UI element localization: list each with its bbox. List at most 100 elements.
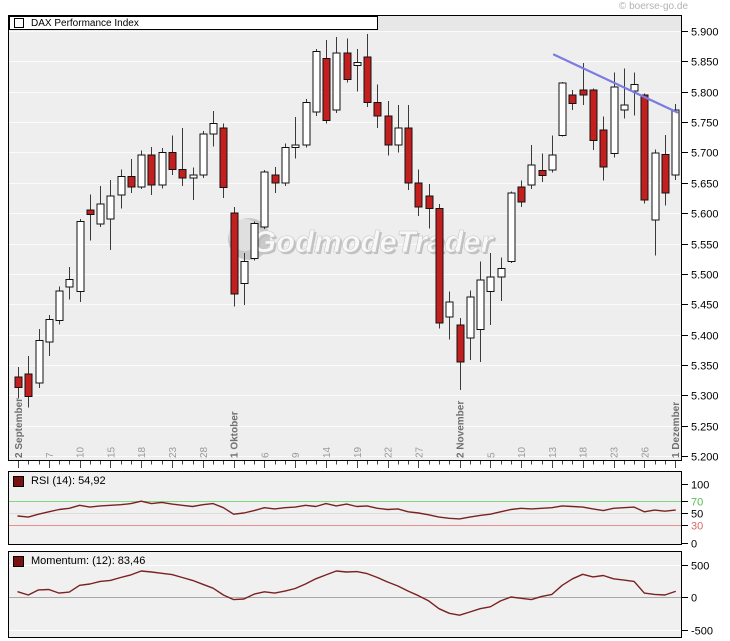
y-axis-label: 5.850 (691, 57, 719, 69)
candle-up (620, 104, 629, 111)
x-tick-label-group: 26 (640, 446, 651, 458)
candle-up (106, 195, 115, 220)
candle-up (466, 296, 475, 339)
y-axis-label: 5.800 (691, 88, 719, 100)
momentum-swatch (13, 555, 24, 567)
candle-down (322, 57, 331, 121)
x-tick-label-group: 15 (106, 446, 117, 458)
x-tick-label-group: 14 (322, 446, 333, 458)
x-tick-label: 14 (322, 446, 333, 458)
rsi-axis-label: 30 (691, 521, 703, 533)
credit-text: © boerse-go.de (618, 1, 688, 12)
x-tick-label: 1 Dezember (671, 402, 682, 458)
x-tick-label-group: 10 (76, 446, 87, 458)
x-tick-label: 18 (137, 446, 148, 458)
legend-checkbox[interactable] (14, 18, 24, 28)
candle-down (168, 151, 177, 170)
x-tick-label: 18 (579, 446, 590, 458)
rsi-label: RSI (14): 54,92 (31, 475, 106, 487)
candle-up (630, 83, 639, 92)
x-tick-label: 23 (168, 446, 179, 458)
candle-up (671, 109, 680, 176)
y-axis-label: 5.750 (691, 118, 719, 130)
x-tick-label-group: 1 Dezember (671, 402, 682, 458)
y-axis-label: 5.600 (691, 209, 719, 221)
x-tick-label: 28 (199, 446, 210, 458)
x-tick-label-group: 18 (137, 446, 148, 458)
x-tick-label-group: 10 (517, 446, 528, 458)
candle-up (240, 261, 249, 285)
momentum-line (17, 570, 676, 616)
candle-up (394, 127, 403, 146)
candle-down (230, 212, 239, 295)
candle-down (343, 52, 352, 81)
price-panel (8, 15, 682, 461)
x-tick-label: 2 November (456, 401, 467, 458)
x-tick-label: 5 (486, 452, 497, 458)
y-axis-label: 5.700 (691, 148, 719, 160)
candle-up (558, 82, 567, 136)
trendline[interactable] (552, 53, 679, 114)
x-tick-label-group: 2 November (456, 401, 467, 458)
candle-up (137, 154, 146, 188)
y-axis-label: 5.250 (691, 422, 719, 434)
x-tick-label: 2 September (14, 398, 25, 458)
x-tick-label-group: 9 (291, 452, 302, 458)
candle-up (158, 151, 167, 186)
x-tick-label-group: 19 (353, 446, 364, 458)
candle-up (65, 278, 74, 288)
x-tick-label: 6 (260, 452, 271, 458)
rsi-swatch (13, 475, 24, 487)
candle-up (117, 176, 126, 196)
candle-down (538, 170, 547, 177)
candle-down (363, 56, 372, 104)
candle-down (425, 195, 434, 209)
y-axis-label: 5.550 (691, 240, 719, 252)
x-tick-label: 22 (384, 446, 395, 458)
rsi-axis-label: 0 (691, 539, 697, 551)
candle-down (579, 89, 588, 96)
candle-up (209, 122, 218, 135)
x-tick-label: 15 (106, 446, 117, 458)
x-tick-label: 7 (45, 452, 56, 458)
x-tick-label-group: 23 (168, 446, 179, 458)
candle-down (404, 127, 413, 184)
candle-up (45, 318, 54, 343)
candle-up (312, 51, 321, 113)
x-tick-label-group: 1 Oktober (230, 411, 241, 458)
candle-up (507, 192, 516, 263)
y-axis-label: 5.350 (691, 361, 719, 373)
candle-down (373, 102, 382, 117)
candle-down (661, 153, 670, 194)
candle-down (414, 182, 423, 208)
candle-up (497, 267, 506, 278)
candle-down (14, 376, 23, 388)
y-axis-label: 5.500 (691, 270, 719, 282)
x-tick-label-group: 22 (384, 446, 395, 458)
candle-up (76, 221, 85, 292)
y-axis-label: 5.650 (691, 179, 719, 191)
candle-down (599, 129, 608, 168)
x-tick-label: 27 (414, 446, 425, 458)
rsi-axis-label: 50 (691, 509, 703, 521)
x-tick-label-group: 6 (260, 452, 271, 458)
x-tick-label-group: 7 (45, 452, 56, 458)
x-tick-label: 19 (353, 446, 364, 458)
x-tick-label-group: 28 (199, 446, 210, 458)
candle-down (271, 174, 280, 184)
candle-up (548, 154, 557, 171)
rsi-axis-label: 100 (691, 480, 709, 492)
x-tick-label: 26 (640, 446, 651, 458)
x-tick-label: 9 (291, 452, 302, 458)
candle-down (568, 94, 577, 104)
price-legend: DAX Performance Index (9, 16, 378, 30)
x-tick-label: 1 Oktober (230, 411, 241, 458)
candle-down (456, 324, 465, 363)
momentum-axis-label: -500 (691, 626, 713, 638)
candle-up (96, 203, 105, 225)
x-tick-label-group: 13 (548, 446, 559, 458)
momentum-axis-label: 500 (691, 561, 709, 573)
candle-up (189, 174, 198, 179)
rsi-legend: RSI (14): 54,92 (13, 475, 106, 487)
